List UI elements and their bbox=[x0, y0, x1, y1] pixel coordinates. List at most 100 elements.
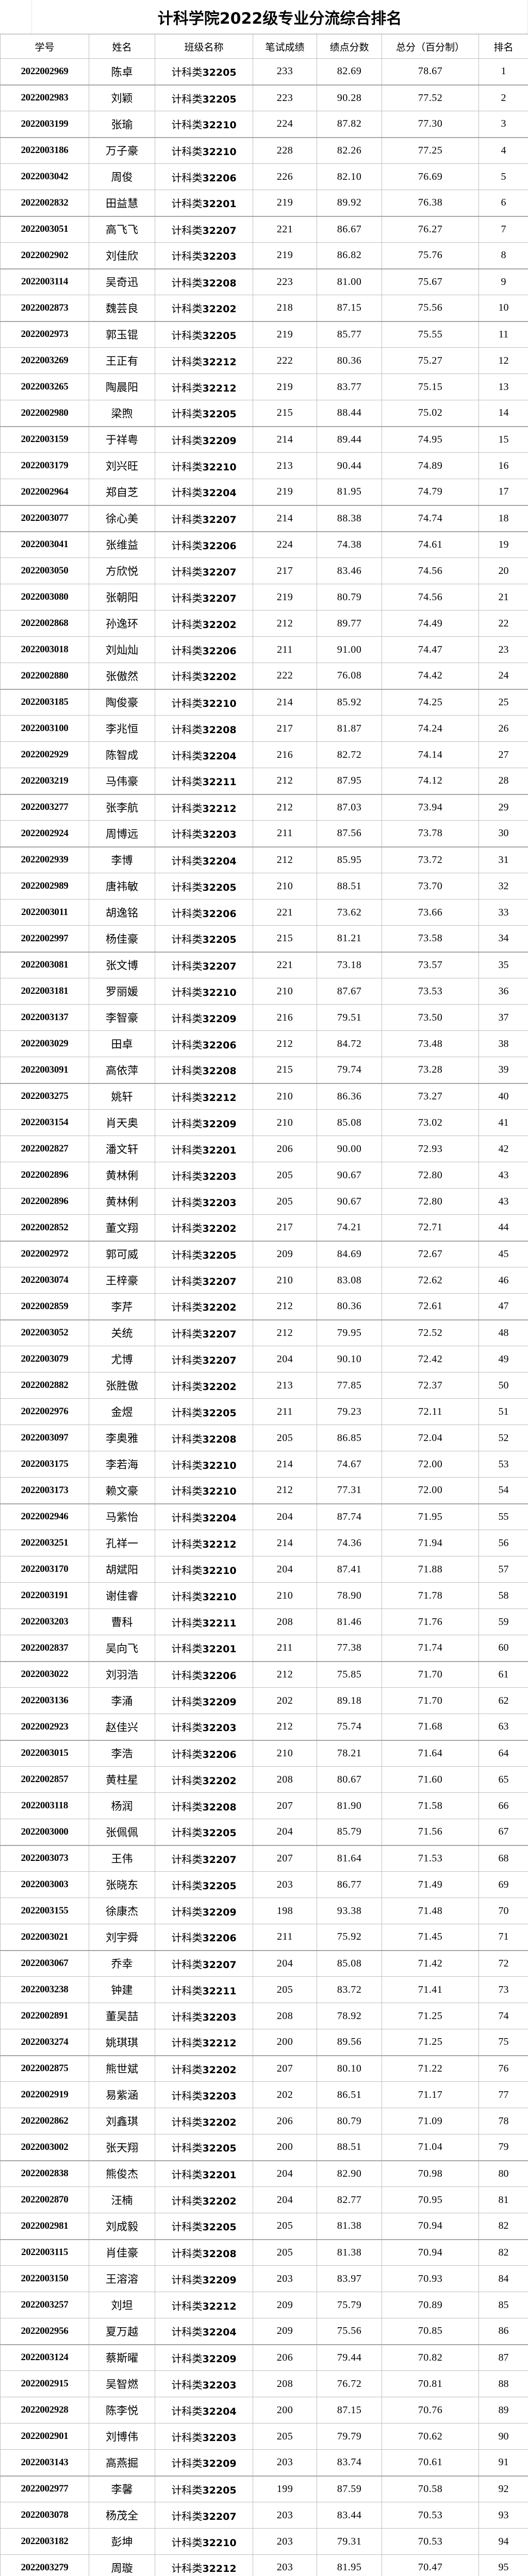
cell-total-score: 70.53 bbox=[382, 2528, 479, 2555]
cell-exam-score: 198 bbox=[253, 1897, 317, 1924]
cell-total-score: 70.62 bbox=[382, 2423, 479, 2450]
cell-exam-score: 216 bbox=[253, 1004, 317, 1031]
cell-total-score: 70.94 bbox=[382, 2213, 479, 2240]
cell-student-name: 刘羽浩 bbox=[89, 1660, 155, 1688]
cell-class-name: 计科类32208 bbox=[155, 715, 253, 742]
page-title: 计科学院2022级专业分流综合排名 bbox=[32, 0, 528, 33]
cell-exam-score: 223 bbox=[253, 84, 317, 111]
cell-student-id: 2022002873 bbox=[0, 295, 89, 321]
table-row: 2022002939 李博 计科类32204 212 85.95 73.72 31 bbox=[0, 846, 528, 873]
cell-total-score: 73.57 bbox=[382, 951, 479, 978]
cell-gpa-score: 80.36 bbox=[317, 1293, 382, 1320]
cell-student-name: 孙逸环 bbox=[89, 610, 155, 637]
cell-total-score: 71.45 bbox=[382, 1924, 479, 1951]
cell-rank: 19 bbox=[478, 531, 528, 558]
cell-student-id: 2022002972 bbox=[0, 1240, 89, 1267]
cell-rank: 72 bbox=[478, 1950, 528, 1977]
cell-student-id: 2022003097 bbox=[0, 1425, 89, 1451]
cell-exam-score: 199 bbox=[253, 2475, 317, 2502]
cell-rank: 28 bbox=[478, 768, 528, 794]
cell-total-score: 72.61 bbox=[382, 1293, 479, 1320]
cell-gpa-score: 87.74 bbox=[317, 1503, 382, 1530]
cell-student-name: 张文博 bbox=[89, 951, 155, 978]
cell-rank: 77 bbox=[478, 2081, 528, 2108]
cell-student-id: 2022002983 bbox=[0, 84, 89, 111]
cell-class-name: 计科类32208 bbox=[155, 268, 253, 295]
cell-class-name: 计科类32212 bbox=[155, 1082, 253, 1110]
cell-rank: 65 bbox=[478, 1766, 528, 1793]
table-row: 2022003269 王正有 计科类32212 222 80.36 75.27 12 bbox=[0, 347, 528, 374]
cell-rank: 16 bbox=[478, 452, 528, 479]
cell-total-score: 72.42 bbox=[382, 1346, 479, 1372]
table-row: 2022003097 李奥雅 计科类32208 205 86.85 72.04 52 bbox=[0, 1425, 528, 1451]
cell-total-score: 72.04 bbox=[382, 1425, 479, 1451]
table-row: 2022003080 张朝阳 计科类32207 219 80.79 74.56 21 bbox=[0, 584, 528, 611]
cell-total-score: 71.68 bbox=[382, 1714, 479, 1740]
cell-exam-score: 213 bbox=[253, 1372, 317, 1399]
cell-rank: 20 bbox=[478, 557, 528, 584]
cell-total-score: 70.53 bbox=[382, 2502, 479, 2529]
cell-student-id: 2022002928 bbox=[0, 2397, 89, 2424]
cell-student-name: 孔祥一 bbox=[89, 1530, 155, 1556]
cell-total-score: 71.53 bbox=[382, 1844, 479, 1872]
cell-student-id: 2022003051 bbox=[0, 215, 89, 243]
cell-student-name: 夏万越 bbox=[89, 2318, 155, 2345]
table-row: 2022002983 刘颖 计科类32205 223 90.28 77.52 2 bbox=[0, 84, 528, 111]
cell-exam-score: 210 bbox=[253, 1739, 317, 1767]
table-row: 2022003041 张维益 计科类32206 224 74.38 74.61 19 bbox=[0, 531, 528, 558]
cell-class-name: 计科类32207 bbox=[155, 1267, 253, 1294]
cell-exam-score: 205 bbox=[253, 1425, 317, 1451]
cell-rank: 92 bbox=[478, 2475, 528, 2502]
cell-class-name: 计科类32212 bbox=[155, 2292, 253, 2318]
cell-rank: 53 bbox=[478, 1451, 528, 1478]
cell-student-id: 2022003067 bbox=[0, 1950, 89, 1977]
cell-exam-score: 207 bbox=[253, 1792, 317, 1819]
table-row: 2022002956 夏万越 计科类32204 209 75.56 70.85 86 bbox=[0, 2318, 528, 2345]
cell-student-id: 2022002981 bbox=[0, 2213, 89, 2240]
cell-exam-score: 212 bbox=[253, 768, 317, 794]
cell-exam-score: 212 bbox=[253, 610, 317, 637]
cell-gpa-score: 79.44 bbox=[317, 2344, 382, 2371]
cell-student-name: 姚琪琪 bbox=[89, 2029, 155, 2056]
cell-student-id: 2022003173 bbox=[0, 1477, 89, 1504]
cell-exam-score: 213 bbox=[253, 452, 317, 479]
cell-student-name: 刘佳欣 bbox=[89, 242, 155, 269]
table-row: 2022002891 董吴喆 计科类32203 208 78.92 71.25 74 bbox=[0, 2003, 528, 2029]
cell-student-id: 2022003182 bbox=[0, 2528, 89, 2555]
cell-gpa-score: 81.95 bbox=[317, 2554, 382, 2576]
table-row: 2022003191 谢佳睿 计科类32210 210 78.90 71.78 58 bbox=[0, 1582, 528, 1609]
cell-rank: 29 bbox=[478, 793, 528, 821]
cell-student-name: 李奥雅 bbox=[89, 1425, 155, 1451]
cell-gpa-score: 74.67 bbox=[317, 1451, 382, 1478]
cell-student-name: 刘宇舜 bbox=[89, 1924, 155, 1951]
cell-gpa-score: 81.21 bbox=[317, 925, 382, 952]
table-row: 2022003074 王梓豪 计科类32207 210 83.08 72.62 46 bbox=[0, 1267, 528, 1294]
cell-class-name: 计科类32208 bbox=[155, 1057, 253, 1083]
cell-exam-score: 205 bbox=[253, 1976, 317, 2003]
cell-student-name: 王梓豪 bbox=[89, 1267, 155, 1294]
cell-rank: 23 bbox=[478, 636, 528, 663]
cell-student-name: 钟建 bbox=[89, 1976, 155, 2003]
cell-total-score: 77.30 bbox=[382, 111, 479, 138]
cell-student-id: 2022003115 bbox=[0, 2239, 89, 2266]
cell-exam-score: 226 bbox=[253, 163, 317, 190]
cell-gpa-score: 82.77 bbox=[317, 2187, 382, 2213]
cell-exam-score: 206 bbox=[253, 2344, 317, 2371]
cell-gpa-score: 84.72 bbox=[317, 1030, 382, 1057]
cell-gpa-score: 87.03 bbox=[317, 793, 382, 821]
cell-total-score: 76.69 bbox=[382, 163, 479, 190]
cell-exam-score: 210 bbox=[253, 1267, 317, 1294]
table-row: 2022002868 孙逸环 计科类32202 212 89.77 74.49 22 bbox=[0, 610, 528, 637]
cell-exam-score: 219 bbox=[253, 320, 317, 348]
cell-student-id: 2022003274 bbox=[0, 2029, 89, 2056]
cell-student-id: 2022002939 bbox=[0, 846, 89, 873]
cell-gpa-score: 89.92 bbox=[317, 190, 382, 216]
table-row: 2022002977 李馨 计科类32205 199 87.59 70.58 92 bbox=[0, 2475, 528, 2502]
table-row: 2022003077 徐心美 计科类32207 214 88.38 74.74 18 bbox=[0, 504, 528, 532]
column-header-id: 学号 bbox=[0, 34, 89, 59]
cell-rank: 81 bbox=[478, 2187, 528, 2213]
cell-student-name: 徐心美 bbox=[89, 504, 155, 532]
cell-class-name: 计科类32209 bbox=[155, 2265, 253, 2292]
cell-gpa-score: 85.08 bbox=[317, 1109, 382, 1136]
